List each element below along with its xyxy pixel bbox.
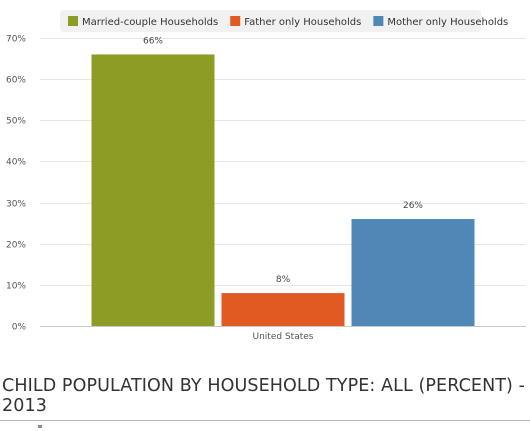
bar bbox=[221, 293, 345, 326]
bar bbox=[91, 54, 215, 326]
y-tick-label: 60% bbox=[6, 76, 26, 86]
x-category-label: United States bbox=[253, 332, 314, 342]
bar-data-label: 26% bbox=[403, 201, 423, 211]
legend-item-label: Married-couple Households bbox=[82, 17, 218, 28]
y-tick-label: 50% bbox=[6, 117, 26, 127]
legend-background bbox=[60, 10, 481, 32]
legend-item-label: Mother only Households bbox=[387, 17, 508, 28]
bar-data-label: 66% bbox=[143, 36, 163, 46]
y-tick-label: 0% bbox=[12, 323, 27, 333]
bars bbox=[91, 54, 475, 326]
legend-swatch bbox=[230, 16, 241, 26]
y-tick-label: 30% bbox=[6, 200, 26, 210]
bar-data-label: 8% bbox=[276, 275, 291, 285]
y-axis-tick-labels: 0% 10% 20% 30% 40% 50% 60% 70% bbox=[6, 35, 26, 333]
y-tick-label: 40% bbox=[6, 158, 26, 168]
y-tick-label: 10% bbox=[6, 282, 26, 292]
legend-swatch bbox=[68, 16, 78, 26]
bar bbox=[351, 219, 475, 326]
data-labels: 66% 8% 26% bbox=[143, 36, 423, 285]
title-divider bbox=[0, 420, 530, 421]
legend-swatch bbox=[373, 16, 384, 26]
divider-marker bbox=[38, 425, 42, 428]
bar-chart: 0% 10% 20% 30% 40% 50% 60% 70% 66% 8% 26% United … bbox=[6, 10, 526, 342]
y-tick-label: 70% bbox=[6, 35, 26, 45]
y-tick-label: 20% bbox=[6, 241, 26, 251]
chart-title: CHILD POPULATION BY HOUSEHOLD TYPE: ALL … bbox=[2, 376, 526, 416]
legend: Married-couple Households Father only Hou… bbox=[60, 10, 508, 32]
legend-item-label: Father only Households bbox=[244, 17, 361, 28]
x-axis-category-labels: United States bbox=[253, 332, 314, 342]
